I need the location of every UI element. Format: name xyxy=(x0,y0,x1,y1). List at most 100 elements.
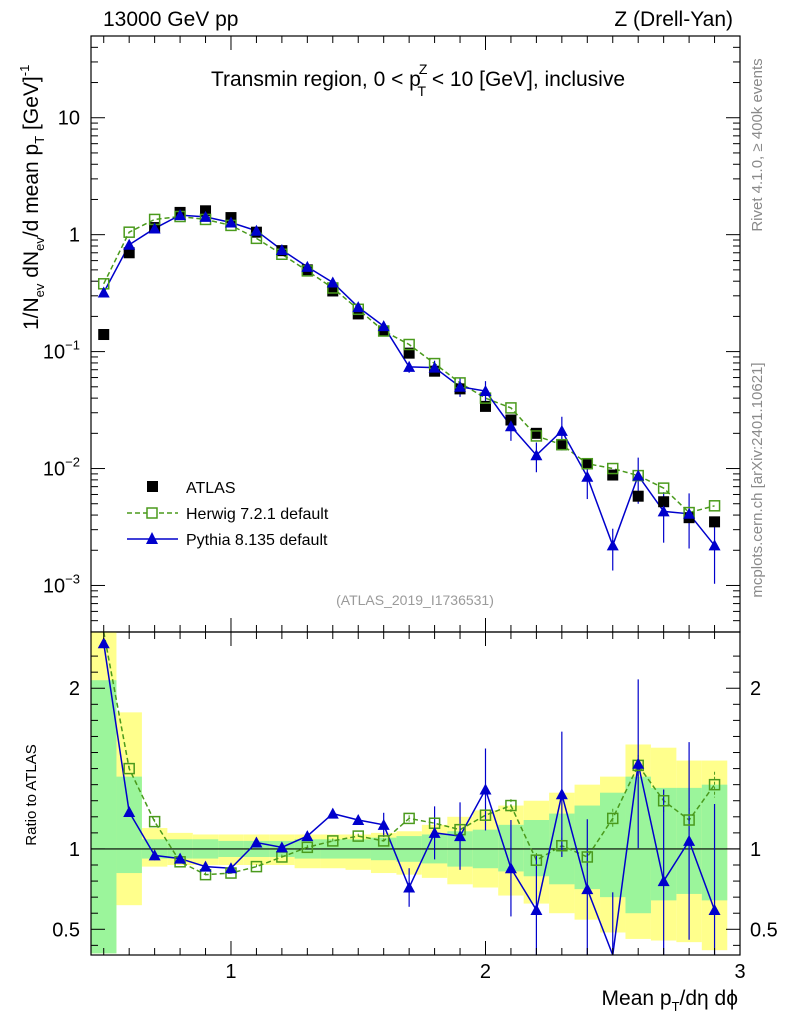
pythia-data-point xyxy=(555,424,568,436)
ratio-plot-panel: Ratio to ATLAS 0.5 0.5 1 1 2 2 1 2 3 Mean pT/dη … xyxy=(23,631,778,1014)
main-y-axis-label: 1/Nev dNev/d mean pT [GeV]-1 xyxy=(17,65,47,330)
ratio-y-tick-label-right: 1 xyxy=(750,839,761,861)
pythia-data-point xyxy=(708,539,721,551)
pythia-data-point xyxy=(250,224,263,236)
pythia-data-point xyxy=(148,222,161,234)
uncertainty-band-green xyxy=(600,792,626,898)
pythia-data-point xyxy=(275,243,288,255)
ratio-y-tick-label-left: 0.5 xyxy=(52,919,80,941)
pythia-ratio-point xyxy=(632,757,645,769)
pythia-data-point xyxy=(123,238,136,250)
main-plot-panel: Transmin region, 0 < pZ T < 10 [GeV], inc… xyxy=(17,35,741,633)
pythia-ratio-point xyxy=(123,805,136,817)
pythia-ratio-point xyxy=(479,783,492,795)
pythia-ratio-point xyxy=(250,836,263,848)
atlas-data-point xyxy=(709,516,721,528)
main-y-tick-label: 10 xyxy=(58,108,80,130)
herwig-data-point xyxy=(123,226,135,238)
legend-atlas-label: ATLAS xyxy=(186,480,236,497)
pythia-data-point xyxy=(479,385,492,397)
x-tick-label: 1 xyxy=(225,961,236,983)
herwig-ratio-point xyxy=(530,854,543,866)
atlas-data-point xyxy=(607,469,619,481)
ratio-y-tick-label-right: 2 xyxy=(750,678,761,700)
pythia-data-point xyxy=(504,420,517,432)
herwig-data-point xyxy=(530,430,543,442)
legend-atlas-marker xyxy=(147,481,158,492)
herwig-ratio-point xyxy=(327,835,339,847)
herwig-ratio-point xyxy=(301,841,314,854)
pythia-ratio-point xyxy=(224,862,237,874)
main-y-tick-label: 1 xyxy=(69,225,80,247)
atlas-data-point xyxy=(123,247,135,259)
atlas-data-point xyxy=(403,347,415,359)
mcplots-label: mcplots.cern.ch [arXiv:2401.10621] xyxy=(749,362,766,597)
legend-pythia-label: Pythia 8.135 default xyxy=(186,532,328,549)
main-y-tick-label: 10−1 xyxy=(43,338,80,364)
herwig-ratio-point xyxy=(657,794,670,807)
herwig-data-point xyxy=(505,402,517,414)
herwig-ratio-point xyxy=(479,809,492,821)
pythia-ratio-point xyxy=(530,904,543,916)
pythia-data-point xyxy=(657,505,670,517)
pythia-ratio-point xyxy=(148,849,161,861)
atlas-data-point xyxy=(505,414,517,426)
atlas-data-point xyxy=(98,329,110,341)
herwig-ratio-point xyxy=(606,812,619,825)
pythia-data-point xyxy=(606,539,619,551)
pythia-data-point xyxy=(377,320,390,332)
pythia-data-point xyxy=(352,301,365,313)
pythia-data-point xyxy=(199,210,212,222)
herwig-ratio-point xyxy=(377,835,390,847)
atlas-data-point xyxy=(556,439,568,451)
atlas-data-point xyxy=(327,285,339,297)
pythia-ratio-point xyxy=(174,852,187,864)
herwig-ratio-point xyxy=(148,815,161,828)
ratio-plot-frame xyxy=(90,631,741,956)
herwig-data-point xyxy=(606,462,619,475)
atlas-data-point xyxy=(658,496,670,508)
legend: ATLAS Herwig 7.2.1 default Pythia 8.135 … xyxy=(127,480,329,549)
ratio-y-tick-label-right: 0.5 xyxy=(750,919,778,941)
herwig-data-point xyxy=(657,482,670,494)
pythia-data-point xyxy=(632,469,645,481)
main-y-tick-label: 10−2 xyxy=(43,455,80,481)
pythia-data-point xyxy=(530,449,543,461)
atlas-data-point xyxy=(479,400,491,412)
pythia-data-point xyxy=(326,276,339,288)
pythia-data-point xyxy=(224,216,237,228)
herwig-ratio-point xyxy=(352,830,364,842)
herwig-data-point xyxy=(581,457,594,470)
herwig-ratio-point xyxy=(250,860,263,873)
herwig-ratio-point xyxy=(581,851,594,863)
pythia-ratio-point xyxy=(657,875,670,887)
rivet-version-label: Rivet 4.1.0, ≥ 400k events xyxy=(749,58,766,231)
herwig-data-point xyxy=(556,438,568,451)
ratio-y-tick-label-left: 1 xyxy=(69,839,80,861)
pythia-ratio-point xyxy=(377,818,390,830)
header-energy-label: 13000 GeV pp xyxy=(103,8,238,31)
pythia-data-point xyxy=(683,507,696,519)
legend-herwig-marker xyxy=(146,507,158,519)
header-process-label: Z (Drell-Yan) xyxy=(614,8,733,31)
pythia-ratio-point xyxy=(504,862,517,874)
pythia-ratio-point xyxy=(275,841,288,853)
pythia-ratio-point xyxy=(581,883,594,895)
uncertainty-band-green xyxy=(116,776,142,874)
pythia-data-point xyxy=(174,209,187,221)
herwig-ratio-point xyxy=(403,812,415,825)
pythia-data-point xyxy=(454,380,467,392)
pythia-ratio-point xyxy=(352,814,365,826)
pythia-ratio-point xyxy=(454,830,467,842)
legend-herwig-label: Herwig 7.2.1 default xyxy=(186,506,329,523)
pythia-ratio-point xyxy=(683,834,696,846)
herwig-ratio-point xyxy=(708,778,721,791)
ratio-y-axis-label: Ratio to ATLAS xyxy=(23,744,40,845)
pythia-ratio-point xyxy=(708,904,721,916)
main-plot-title: Transmin region, 0 < pZ T < 10 [GeV], inc… xyxy=(211,61,625,99)
pythia-ratio-point xyxy=(403,881,416,893)
herwig-data-point xyxy=(403,338,415,351)
atlas-data-point xyxy=(200,205,212,217)
analysis-watermark: (ATLAS_2019_I1736531) xyxy=(336,592,494,608)
